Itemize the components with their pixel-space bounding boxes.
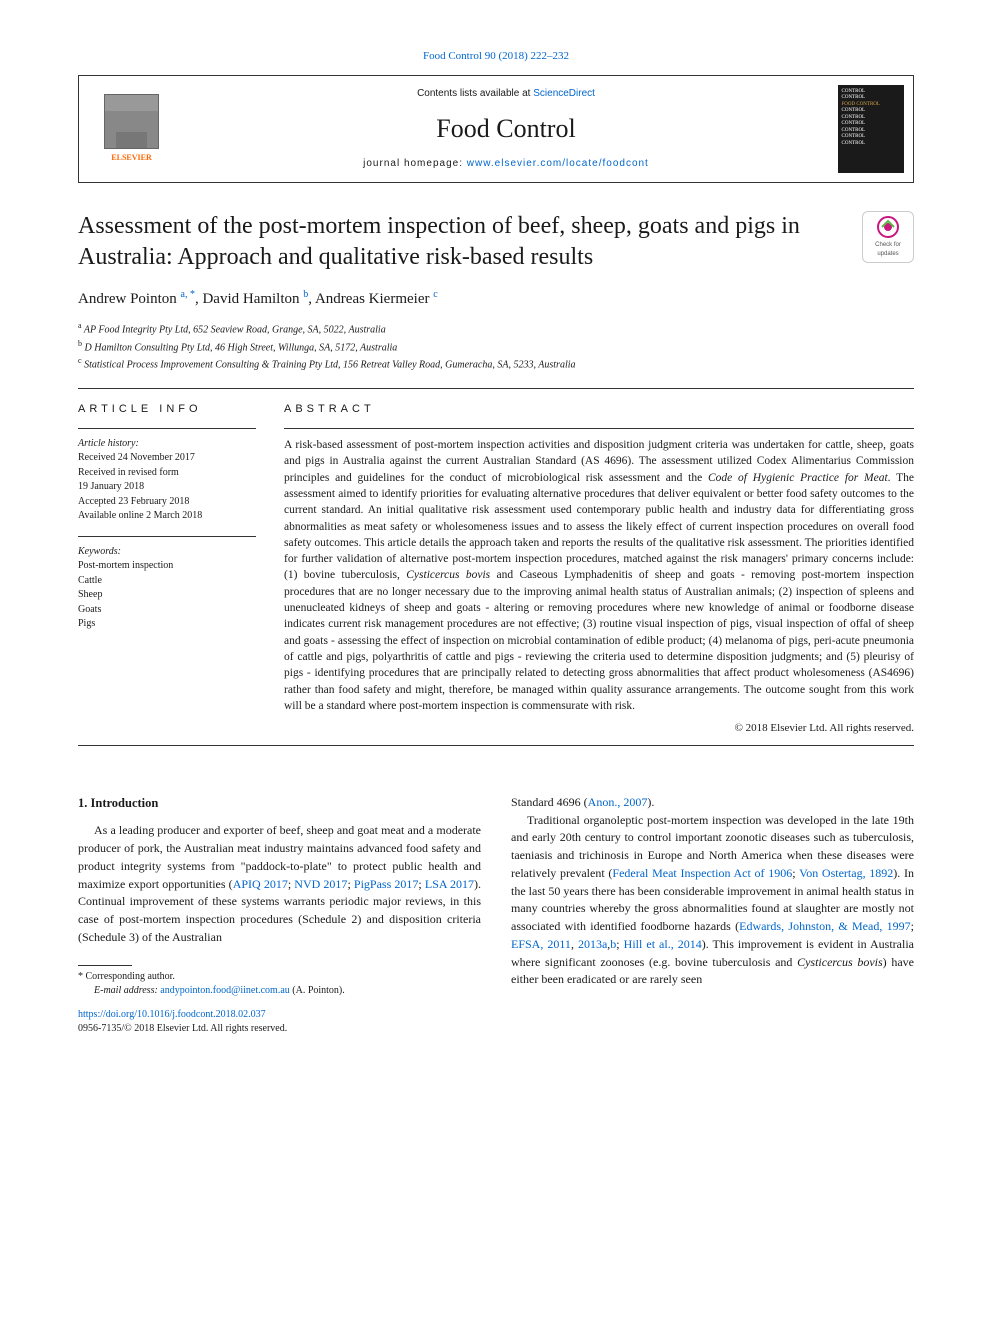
cover-line: CONTROL [842,141,900,148]
homepage-prefix: journal homepage: [363,158,467,169]
history-line: Received in revised form [78,466,256,481]
keyword-line: Pigs [78,617,256,632]
body-col-right: Standard 4696 (Anon., 2007). Traditional… [511,794,914,1037]
corresponding-author-note: * Corresponding author. E-mail address: … [78,970,481,998]
keyword-line: Cattle [78,574,256,589]
col2-continuation: Standard 4696 (Anon., 2007). [511,794,914,812]
article-info-column: ARTICLE INFO Article history: Received 2… [78,401,256,737]
corr-email-label: E-mail address: [94,985,160,996]
elsevier-logo: ELSEVIER [104,94,159,164]
keyword-line: Goats [78,603,256,618]
affiliations: a AP Food Integrity Pty Ltd, 652 Seaview… [78,320,914,372]
journal-cover-thumb: CONTROLCONTROLFOOD CONTROLCONTROLCONTROL… [838,85,904,173]
history-line: Received 24 November 2017 [78,451,256,466]
section-divider [78,388,914,389]
check-updates-line2: updates [877,250,898,259]
publisher-logo-box: ELSEVIER [79,76,184,182]
header-center: Contents lists available at ScienceDirec… [184,76,828,182]
corr-email-line: E-mail address: andypointon.food@iinet.c… [78,984,481,998]
elsevier-tree-icon [104,94,159,149]
journal-citation: Food Control 90 (2018) 222–232 [78,48,914,65]
corr-star-line: * Corresponding author. [78,970,481,984]
article-info-heading: ARTICLE INFO [78,401,256,418]
article-title: Assessment of the post-mortem inspection… [78,211,862,273]
doi-link[interactable]: https://doi.org/10.1016/j.foodcont.2018.… [78,1009,266,1020]
history-line: 19 January 2018 [78,480,256,495]
section-divider [78,745,914,746]
corr-email-link[interactable]: andypointon.food@iinet.com.au [160,985,289,996]
intro-p1: As a leading producer and exporter of be… [78,822,481,946]
issn-copyright: 0956-7135/© 2018 Elsevier Ltd. All right… [78,1023,287,1034]
intro-p2: Traditional organoleptic post-mortem ins… [511,812,914,990]
homepage-link[interactable]: www.elsevier.com/locate/foodcont [467,158,649,169]
sciencedirect-link[interactable]: ScienceDirect [533,88,595,99]
footer-block: https://doi.org/10.1016/j.foodcont.2018.… [78,1008,481,1038]
authors-line: Andrew Pointon a, *, David Hamilton b, A… [78,287,914,311]
abstract-divider [284,428,914,429]
corr-author-divider [78,965,132,966]
info-divider [78,428,256,429]
info-divider [78,536,256,537]
keywords-label: Keywords: [78,545,256,560]
affiliation-line: c Statistical Process Improvement Consul… [78,355,914,372]
body-col-left: 1. Introduction As a leading producer an… [78,794,481,1037]
check-updates-badge[interactable]: Check for updates [862,211,914,263]
history-line: Accepted 23 February 2018 [78,495,256,510]
abstract-copyright: © 2018 Elsevier Ltd. All rights reserved… [284,720,914,737]
contents-line: Contents lists available at ScienceDirec… [417,86,595,101]
abstract-text: A risk-based assessment of post-mortem i… [284,437,914,715]
history-line: Available online 2 March 2018 [78,509,256,524]
corr-email-suffix: (A. Pointon). [290,985,345,996]
check-updates-line1: Check for [875,241,901,250]
affiliation-line: b D Hamilton Consulting Pty Ltd, 46 High… [78,338,914,355]
keyword-line: Sheep [78,588,256,603]
keyword-line: Post-mortem inspection [78,559,256,574]
abstract-heading: ABSTRACT [284,401,914,418]
publisher-name: ELSEVIER [111,153,151,162]
crossmark-icon [876,215,900,239]
homepage-line: journal homepage: www.elsevier.com/locat… [363,156,649,171]
history-label: Article history: [78,437,256,452]
affiliation-line: a AP Food Integrity Pty Ltd, 652 Seaview… [78,320,914,337]
article-history-block: Article history: Received 24 November 20… [78,437,256,524]
journal-title: Food Control [436,109,575,148]
contents-prefix: Contents lists available at [417,88,533,99]
section-heading-intro: 1. Introduction [78,794,481,813]
cover-thumb-box: CONTROLCONTROLFOOD CONTROLCONTROLCONTROL… [828,76,913,182]
journal-citation-link[interactable]: Food Control 90 (2018) 222–232 [423,50,569,62]
keywords-block: Keywords: Post-mortem inspectionCattleSh… [78,545,256,632]
abstract-column: ABSTRACT A risk-based assessment of post… [284,401,914,737]
journal-header: ELSEVIER Contents lists available at Sci… [78,75,914,183]
